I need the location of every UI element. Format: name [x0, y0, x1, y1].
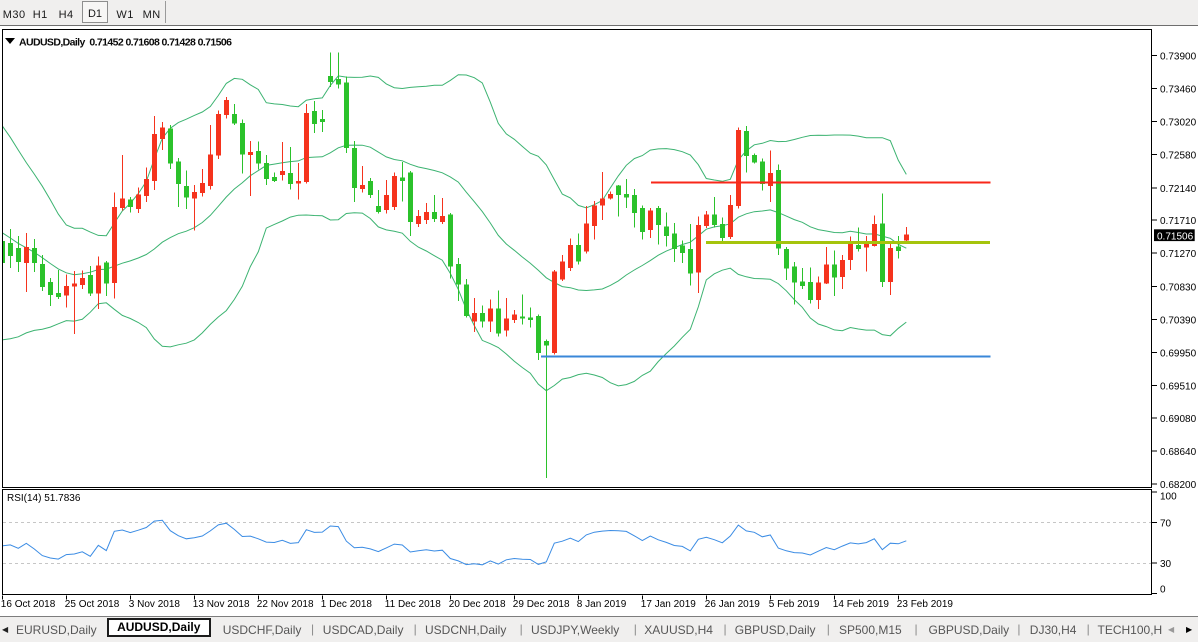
svg-text:0.69080: 0.69080 — [1160, 414, 1197, 425]
svg-text:AUDUSD,Daily 0.71452 0.71608: AUDUSD,Daily 0.71452 0.71608 0.71428 0.7… — [19, 37, 232, 49]
svg-text:0.68200: 0.68200 — [1160, 480, 1197, 491]
svg-text:23 Feb 2019: 23 Feb 2019 — [897, 599, 954, 610]
svg-text:20 Dec 2018: 20 Dec 2018 — [449, 599, 506, 610]
svg-text:0.73900: 0.73900 — [1160, 52, 1197, 63]
svg-text:29 Dec 2018: 29 Dec 2018 — [513, 599, 570, 610]
svg-text:0.69510: 0.69510 — [1160, 382, 1197, 393]
svg-text:11 Dec 2018: 11 Dec 2018 — [385, 599, 441, 610]
svg-text:25 Oct 2018: 25 Oct 2018 — [65, 599, 120, 610]
svg-text:0.71506: 0.71506 — [1157, 232, 1194, 243]
svg-text:8 Jan 2019: 8 Jan 2019 — [577, 599, 627, 610]
svg-text:0.70830: 0.70830 — [1160, 282, 1197, 293]
svg-text:0: 0 — [1160, 585, 1166, 596]
svg-text:0.70390: 0.70390 — [1160, 315, 1197, 326]
svg-text:22 Nov 2018: 22 Nov 2018 — [257, 599, 314, 610]
svg-text:0.73460: 0.73460 — [1160, 85, 1197, 96]
svg-text:16 Oct 2018: 16 Oct 2018 — [1, 599, 56, 610]
svg-text:3 Nov 2018: 3 Nov 2018 — [129, 599, 181, 610]
svg-text:5 Feb 2019: 5 Feb 2019 — [769, 599, 820, 610]
svg-text:14 Feb 2019: 14 Feb 2019 — [833, 599, 890, 610]
svg-text:17 Jan 2019: 17 Jan 2019 — [641, 599, 696, 610]
svg-text:26 Jan 2019: 26 Jan 2019 — [705, 599, 760, 610]
svg-text:0.71270: 0.71270 — [1160, 249, 1197, 260]
svg-text:30: 30 — [1160, 559, 1172, 570]
svg-text:0.72580: 0.72580 — [1160, 151, 1197, 162]
svg-text:0.71710: 0.71710 — [1160, 216, 1197, 227]
svg-text:0.72140: 0.72140 — [1160, 184, 1197, 195]
svg-text:100: 100 — [1160, 492, 1177, 503]
svg-text:RSI(14) 51.7836: RSI(14) 51.7836 — [7, 493, 81, 504]
svg-text:13 Nov 2018: 13 Nov 2018 — [193, 599, 250, 610]
svg-text:70: 70 — [1160, 519, 1172, 530]
svg-text:0.73020: 0.73020 — [1160, 118, 1197, 129]
svg-text:1 Dec 2018: 1 Dec 2018 — [321, 599, 373, 610]
svg-text:0.69950: 0.69950 — [1160, 348, 1197, 359]
svg-text:0.68640: 0.68640 — [1160, 447, 1197, 458]
